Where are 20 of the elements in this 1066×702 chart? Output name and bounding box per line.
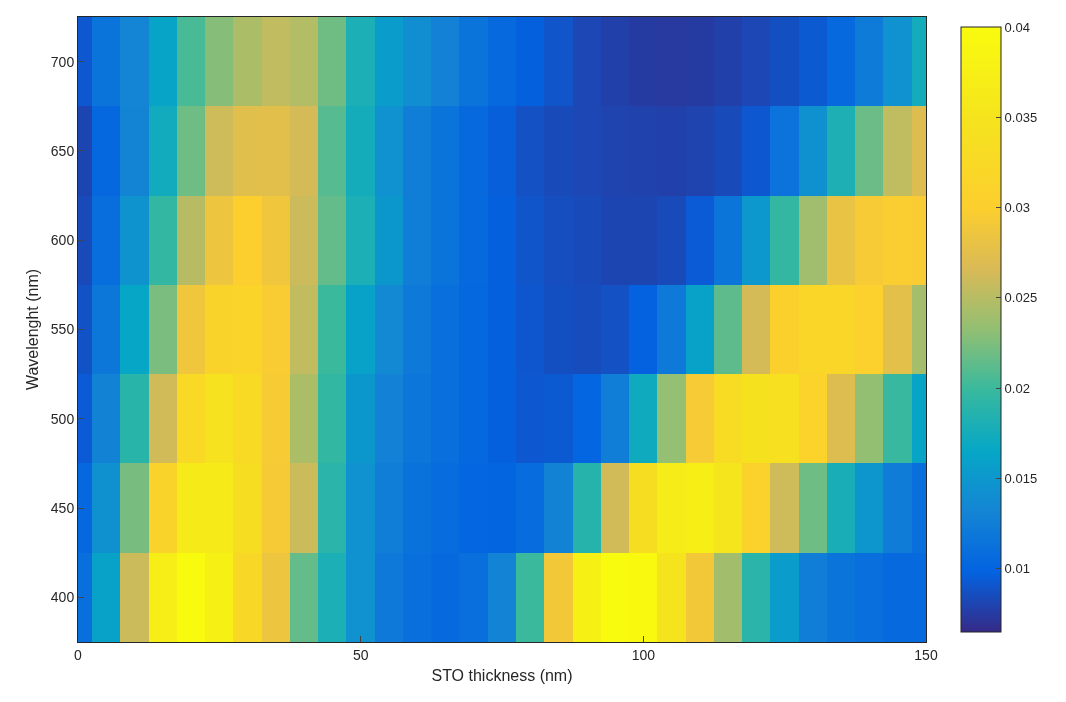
x-tick-label: 50 [352, 646, 369, 663]
x-tick-label: 150 [914, 646, 938, 663]
x-axis-title: STO thickness (nm) [431, 667, 573, 685]
y-tick-label: 550 [50, 321, 75, 338]
y-tick-label: 700 [50, 53, 75, 70]
color-bar-label: 0.01 [1004, 561, 1030, 577]
y-axis-title: Wavelenght (nm) [23, 268, 41, 391]
x-tick-label: 100 [631, 646, 656, 663]
color-bar-label: 0.03 [1004, 200, 1030, 216]
color-bar-label: 0.02 [1004, 380, 1030, 396]
y-tick-label: 600 [50, 232, 75, 249]
y-tick-label: 400 [50, 589, 75, 606]
x-tick-label: 0 [74, 646, 83, 663]
color-bar-label: 0.025 [1004, 290, 1038, 306]
color-bar-label: 0.04 [1004, 19, 1030, 35]
y-tick-label: 450 [50, 499, 75, 516]
y-tick-label: 500 [50, 410, 75, 427]
color-bar-label: 0.035 [1004, 109, 1038, 125]
color-bar-label: 0.015 [1004, 471, 1038, 487]
y-tick-label: 650 [50, 142, 75, 159]
